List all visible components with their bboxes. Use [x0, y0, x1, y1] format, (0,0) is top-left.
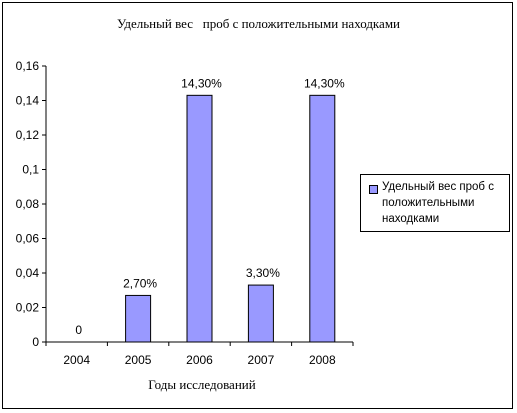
bar: [309, 94, 336, 343]
y-tick-label: 0,1: [22, 163, 39, 177]
y-tick-label: 0,08: [16, 197, 40, 211]
data-label: 0: [75, 323, 82, 337]
data-label: 14,30%: [181, 76, 222, 90]
bar: [186, 94, 213, 343]
chart-title: Удельный вес проб с положительными наход…: [116, 16, 401, 31]
x-tick-label: 2007: [248, 353, 275, 367]
y-tick-label: 0,04: [16, 266, 40, 280]
legend-label: Удельный вес проб с положительными наход…: [382, 181, 494, 225]
x-axis-ticks: 2004 2005 2006 2007 2008: [45, 342, 354, 367]
y-tick-label: 0,12: [16, 128, 40, 142]
y-tick-label: 0,16: [16, 59, 40, 73]
legend: Удельный вес проб с положительными наход…: [360, 174, 510, 232]
y-tick-label: 0,14: [16, 94, 40, 108]
data-label: 14,30%: [304, 76, 345, 90]
y-axis-ticks: 0 0,02 0,04 0,06 0,08 0,1 0,12 0,14 0,16: [16, 59, 46, 349]
bar: [247, 284, 274, 343]
bar: [125, 294, 152, 343]
x-tick-label: 2004: [63, 353, 90, 367]
data-label: 2,70%: [123, 276, 157, 290]
data-labels: 0 2,70% 14,30% 3,30% 14,30%: [75, 76, 345, 337]
x-tick-label: 2005: [125, 353, 152, 367]
bars: [125, 94, 336, 343]
data-label: 3,30%: [246, 266, 280, 280]
y-tick-label: 0,02: [16, 301, 40, 315]
x-tick-label: 2006: [186, 353, 213, 367]
legend-swatch: [369, 185, 378, 194]
x-tick-label: 2008: [309, 353, 336, 367]
y-tick-label: 0,06: [16, 232, 40, 246]
y-tick-label: 0: [32, 335, 39, 349]
x-axis-title: Годы исследований: [148, 377, 256, 392]
